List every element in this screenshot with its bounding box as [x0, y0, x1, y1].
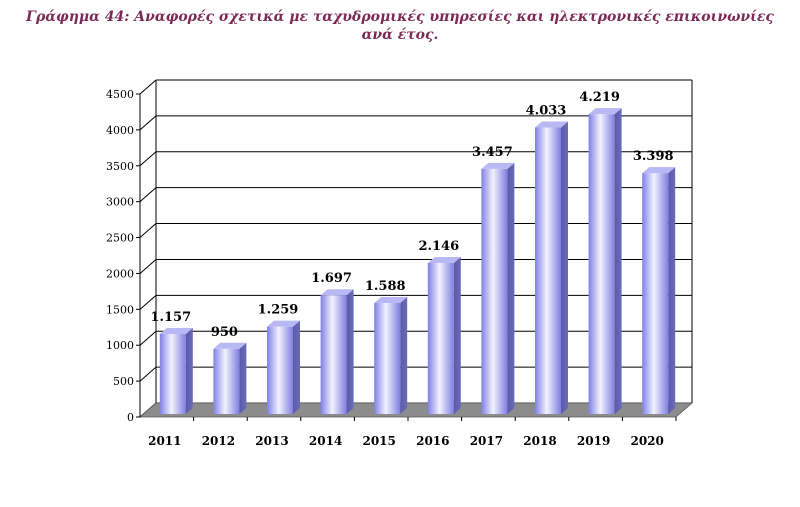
grid-side-line — [139, 79, 157, 95]
x-tick-label: 2016 — [416, 434, 449, 448]
bar-side — [293, 320, 300, 414]
bar-front — [320, 295, 347, 414]
data-label: 1.697 — [311, 271, 352, 286]
x-tick-label: 2014 — [309, 434, 342, 448]
x-tick-label: 2020 — [630, 434, 663, 448]
grid-side-line — [139, 294, 157, 310]
bar-side — [346, 289, 354, 414]
x-tick-label: 2011 — [148, 434, 181, 448]
chart-title-line-1: Γράφημα 44: Αναφορές σχετικά με ταχυδρομ… — [26, 9, 774, 25]
y-tick-label: 2000 — [106, 267, 134, 280]
bar — [320, 289, 354, 414]
data-label: 4.219 — [579, 90, 620, 105]
x-tick-label: 2015 — [362, 434, 395, 448]
data-label: 3.398 — [633, 149, 674, 164]
bar — [588, 108, 622, 414]
y-tick-label: 4500 — [106, 88, 134, 101]
bar-side — [561, 121, 568, 414]
data-label: 4.033 — [526, 104, 567, 119]
bar-top — [320, 289, 354, 296]
grid-side-line — [139, 330, 157, 346]
chart-title: Γράφημα 44: Αναφορές σχετικά με ταχυδρομ… — [0, 8, 800, 44]
bar-front — [374, 303, 401, 414]
bar-side — [668, 167, 676, 414]
bar-side — [239, 342, 247, 414]
bar — [213, 342, 247, 414]
x-tick-label: 2013 — [255, 434, 288, 448]
x-tick-label: 2018 — [523, 434, 556, 448]
bar — [427, 256, 461, 414]
bar-side — [185, 327, 193, 414]
bar-top — [213, 342, 247, 349]
y-tick-label: 500 — [113, 375, 134, 388]
y-tick-label: 1000 — [106, 339, 134, 352]
x-tick-label: 2019 — [577, 434, 610, 448]
bar — [374, 297, 408, 414]
y-tick-label: 0 — [127, 411, 134, 424]
bar-front — [427, 262, 454, 414]
bar-top — [427, 256, 461, 263]
y-tick-label: 1500 — [106, 303, 134, 316]
bar-front — [481, 168, 508, 414]
bar-front — [535, 127, 561, 414]
data-label: 2.146 — [418, 239, 459, 254]
bar-top — [642, 167, 676, 174]
data-label: 3.457 — [472, 145, 513, 160]
y-tick-label: 3500 — [106, 160, 134, 173]
grid-side-line — [139, 259, 157, 274]
bar-top — [159, 327, 193, 334]
grid-side-line — [139, 366, 157, 382]
chart-title-line-2: ανά έτος. — [361, 27, 439, 43]
bar — [159, 327, 193, 414]
data-label: 950 — [211, 325, 238, 340]
x-tick-label: 2017 — [470, 434, 503, 448]
bar-front — [588, 114, 615, 414]
bar-side — [507, 162, 515, 414]
data-label: 1.259 — [258, 303, 299, 318]
bar-front — [267, 326, 293, 414]
bar-top — [267, 320, 300, 327]
bar — [535, 121, 568, 414]
bar-top — [535, 121, 568, 128]
y-tick-label: 3000 — [106, 196, 134, 209]
y-tick-label: 4000 — [106, 124, 134, 137]
y-tick-label: 2500 — [106, 232, 134, 245]
bar-front — [642, 173, 669, 414]
grid-side-line — [139, 223, 157, 238]
bar-front — [213, 348, 240, 414]
grid-side-line — [139, 151, 157, 167]
bar — [267, 320, 300, 414]
bar — [481, 162, 515, 414]
bar-top — [374, 297, 408, 304]
bar-front — [159, 333, 186, 414]
data-label: 1.588 — [365, 279, 406, 294]
bar-top — [588, 108, 622, 115]
bar-side — [614, 108, 622, 414]
bar-side — [400, 297, 408, 414]
grid-side-line — [139, 187, 157, 203]
bar-side — [453, 256, 461, 414]
bar-top — [481, 162, 515, 169]
bar — [642, 167, 676, 414]
data-label: 1.157 — [150, 310, 191, 325]
x-tick-label: 2012 — [202, 434, 235, 448]
grid-side-line — [139, 115, 157, 131]
